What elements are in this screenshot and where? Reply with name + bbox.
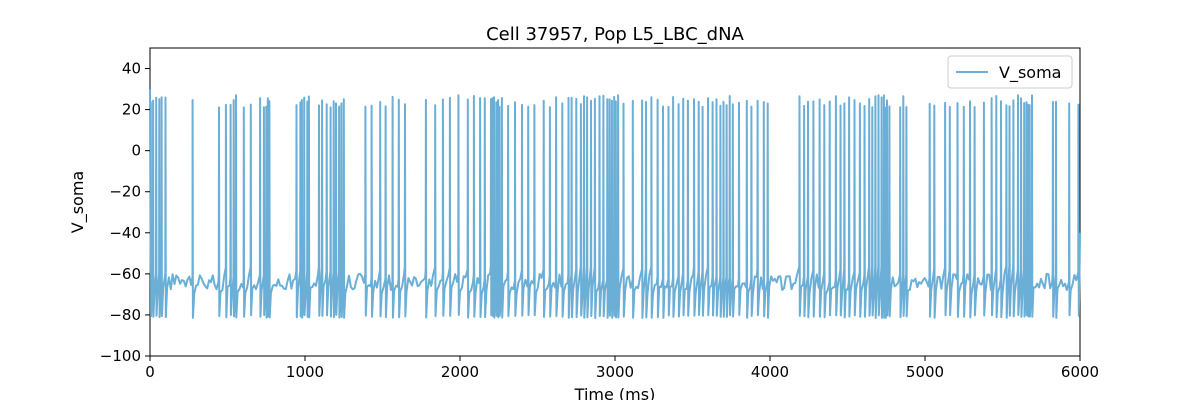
legend-entry-v-soma: V_soma bbox=[999, 63, 1061, 83]
y-axis-label: V_soma bbox=[68, 171, 88, 233]
plot-area: 0 1000 2000 3000 4000 5000 6000 −100−80−60−40−… bbox=[100, 47, 1099, 381]
x-tick-label: 5000 bbox=[906, 363, 944, 381]
y-axis: −100 −80 −60 −40 −20 0 20 40 bbox=[100, 60, 150, 365]
y-tick-label: 0 bbox=[131, 142, 141, 160]
legend-box bbox=[947, 55, 1073, 89]
x-axis: 0 1000 2000 3000 4000 5000 6000 bbox=[145, 356, 1099, 381]
y-tick-label: −60 bbox=[109, 265, 141, 283]
y-tick-label: −80 bbox=[109, 306, 141, 324]
x-tick-label: 6000 bbox=[1061, 363, 1099, 381]
y-tick-label: 40 bbox=[122, 60, 141, 78]
y-tick-label: 20 bbox=[122, 101, 141, 119]
y-tick-label: −40 bbox=[109, 224, 141, 242]
x-axis-label: Time (ms) bbox=[574, 385, 656, 400]
y-tick-label: −100 bbox=[100, 347, 141, 365]
x-tick-label: 0 bbox=[145, 363, 155, 381]
legend: V_soma bbox=[947, 55, 1073, 89]
y-tick-label: −20 bbox=[109, 183, 141, 201]
series-line-v-soma bbox=[149, 89, 1081, 319]
chart-title: Cell 37957, Pop L5_LBC_dNA bbox=[486, 24, 744, 45]
x-tick-label: 2000 bbox=[441, 363, 479, 381]
x-tick-label: 3000 bbox=[596, 363, 634, 381]
x-tick-label: 4000 bbox=[751, 363, 789, 381]
x-tick-label: 1000 bbox=[286, 363, 324, 381]
series-layer bbox=[149, 89, 1081, 319]
